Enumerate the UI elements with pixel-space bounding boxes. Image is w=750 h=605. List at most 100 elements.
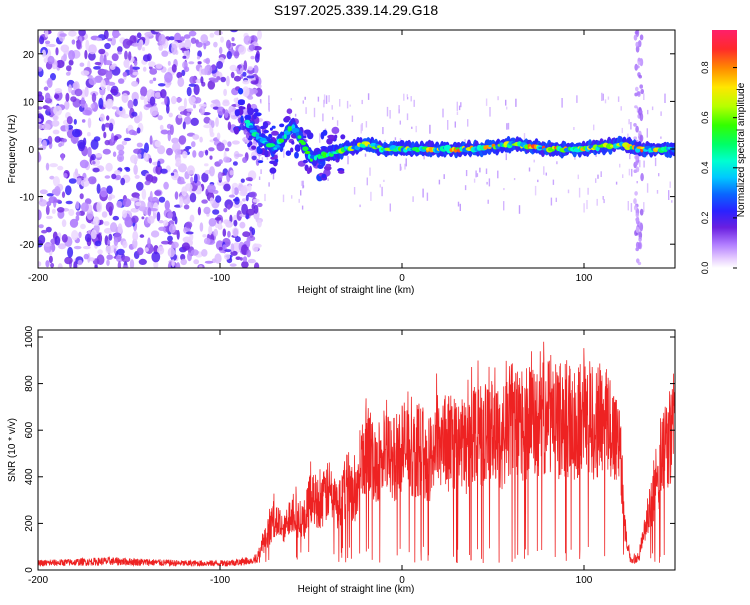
- spectrogram-cell: [251, 203, 255, 210]
- spectrogram-cell: [43, 243, 52, 247]
- spectrogram-cell: [150, 230, 160, 238]
- spectrogram-cell: [226, 51, 232, 60]
- spectrogram-cell: [633, 123, 637, 127]
- spectrogram-xlabel: Height of straight line (km): [298, 285, 415, 296]
- spectrogram-cell: [197, 206, 201, 216]
- spectrogram-cell: [143, 151, 149, 162]
- spectrogram-cell: [240, 74, 244, 79]
- spectrogram-cell: [45, 92, 51, 101]
- spectrogram-cell: [41, 229, 48, 234]
- spectrogram-cell: [94, 240, 102, 247]
- spectrogram-cell: [131, 42, 140, 47]
- spectrogram-cell: [149, 96, 156, 106]
- spectrogram-cell: [177, 114, 183, 119]
- spectrogram-cell: [475, 170, 477, 178]
- spectrogram-cell: [304, 129, 311, 135]
- spectrogram-cell: [300, 190, 302, 196]
- spectrogram-cell: [68, 84, 72, 93]
- spectrogram-cell: [57, 165, 64, 171]
- spectrogram-cell: [506, 123, 508, 130]
- spectrogram-cell: [59, 33, 67, 37]
- spectrogram-cell: [106, 81, 116, 86]
- spectrogram-cell: [456, 101, 458, 111]
- spectrogram-cell: [668, 190, 670, 200]
- spectrogram-cell: [188, 83, 197, 87]
- spectrogram-cell: [214, 30, 223, 36]
- spectrogram-cell: [646, 128, 648, 138]
- colorbar-tick-label: 0.0: [700, 262, 710, 275]
- spectrogram-cell: [171, 137, 180, 144]
- spectrogram-cell: [403, 93, 405, 101]
- spectrogram-cell: [42, 139, 47, 149]
- spectrogram-cell: [654, 157, 657, 167]
- spectrogram-cell: [255, 133, 259, 138]
- spectrogram-cell: [412, 196, 414, 202]
- spectrogram-cell: [69, 218, 79, 228]
- spectrogram-cell: [302, 100, 304, 104]
- spectrogram-cell: [53, 105, 63, 116]
- spectrogram-cell: [41, 49, 47, 58]
- spectrogram-cell: [56, 207, 65, 213]
- spectrogram-cell: [267, 143, 276, 148]
- spectrogram-cell: [91, 159, 100, 167]
- spectrogram-cell: [234, 109, 240, 117]
- spectrogram-cell: [103, 30, 109, 40]
- spectrogram-cell: [104, 42, 111, 50]
- spectrogram-cell: [54, 88, 63, 94]
- y-tick-label: 0: [24, 567, 35, 573]
- spectrogram-cell: [234, 196, 240, 205]
- spectrogram-cell: [271, 130, 279, 136]
- spectrogram-cell: [602, 93, 604, 101]
- spectrogram-cell: [232, 161, 238, 166]
- spectrogram-cell: [370, 191, 372, 201]
- spectrogram-cell: [227, 230, 231, 238]
- spectrogram-cell: [121, 140, 128, 146]
- spectrogram-cell: [87, 44, 97, 55]
- spectrogram-cell: [273, 147, 278, 150]
- spectrogram-cell: [322, 129, 328, 136]
- spectrogram-cell: [636, 181, 638, 184]
- spectrogram-cell: [298, 198, 300, 203]
- spectrogram-cell: [140, 95, 145, 101]
- spectrogram-cell: [106, 185, 113, 194]
- spectrogram-cell: [163, 181, 169, 190]
- snr-marks: [38, 341, 675, 567]
- spectrogram-cell: [178, 135, 187, 145]
- spectrogram-cell: [88, 176, 97, 185]
- spectrogram-cell: [260, 169, 262, 174]
- spectrogram-cell: [518, 205, 521, 214]
- spectrogram-cell: [38, 142, 42, 146]
- spectrogram-cell: [186, 108, 193, 112]
- spectrogram-cell: [121, 93, 129, 103]
- spectrogram-cell: [300, 141, 306, 146]
- spectrogram-cell: [64, 100, 70, 110]
- spectrogram-cell: [181, 242, 190, 251]
- spectrogram-cell: [630, 203, 633, 212]
- spectrogram-cell: [42, 123, 51, 130]
- spectrogram-cell: [634, 30, 639, 35]
- spectrogram-cell: [322, 113, 324, 122]
- spectrogram-cell: [99, 219, 104, 225]
- spectrogram-cell: [71, 39, 76, 45]
- spectrogram-cell: [442, 108, 444, 118]
- spectrogram-cell: [147, 207, 152, 217]
- spectrogram-cell: [268, 104, 270, 111]
- spectrogram-cell: [139, 234, 145, 238]
- spectrogram-cell: [234, 203, 240, 208]
- spectrogram-cell: [209, 166, 215, 177]
- spectrogram-cell: [321, 173, 327, 179]
- y-tick-label: 400: [24, 468, 35, 485]
- spectrogram-cell: [283, 148, 285, 158]
- y-tick-label: -20: [20, 240, 35, 251]
- spectrogram-cell: [413, 99, 415, 107]
- spectrogram-cell: [136, 247, 144, 256]
- spectrogram-cell: [253, 113, 257, 120]
- spectrogram-cell: [398, 105, 400, 114]
- spectrogram-cell: [603, 199, 605, 204]
- y-tick-label: 600: [24, 421, 35, 438]
- spectrogram-cell: [229, 263, 237, 267]
- spectrogram-cell: [174, 191, 179, 200]
- spectrogram-cell: [331, 126, 340, 134]
- spectrogram-cell: [67, 246, 74, 258]
- spectrogram-cell: [505, 99, 507, 106]
